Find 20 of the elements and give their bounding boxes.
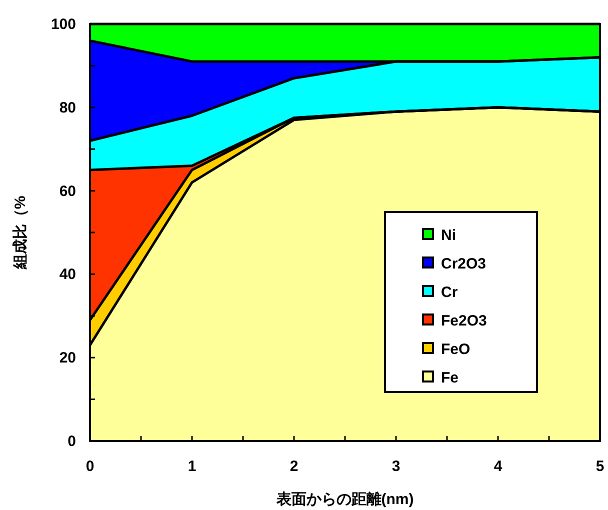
y-axis-title: 組成比（%	[12, 196, 29, 270]
legend-label: Cr	[441, 284, 458, 301]
y-tick-label: 100	[50, 16, 76, 33]
legend-label: FeO	[441, 341, 471, 358]
y-tick-label: 60	[59, 182, 76, 200]
y-tick-label: 20	[59, 350, 76, 367]
x-axis-title: 表面からの距離(nm)	[275, 491, 414, 508]
x-tick-label: 3	[392, 458, 400, 475]
x-tick-label: 5	[596, 458, 604, 475]
legend-label: Ni	[441, 227, 456, 244]
x-tick-label: 1	[188, 458, 196, 475]
y-tick-label: 40	[59, 266, 76, 284]
x-tick-label: 4	[494, 458, 503, 475]
x-tick-label: 2	[290, 458, 298, 475]
x-tick-label: 0	[86, 458, 94, 475]
legend-label: Cr2O3	[441, 256, 486, 272]
legend-label: Fe	[441, 370, 459, 386]
y-tick-label: 80	[59, 99, 76, 116]
legend-label: Fe2O3	[441, 312, 487, 330]
y-tick-label: 0	[68, 433, 76, 450]
